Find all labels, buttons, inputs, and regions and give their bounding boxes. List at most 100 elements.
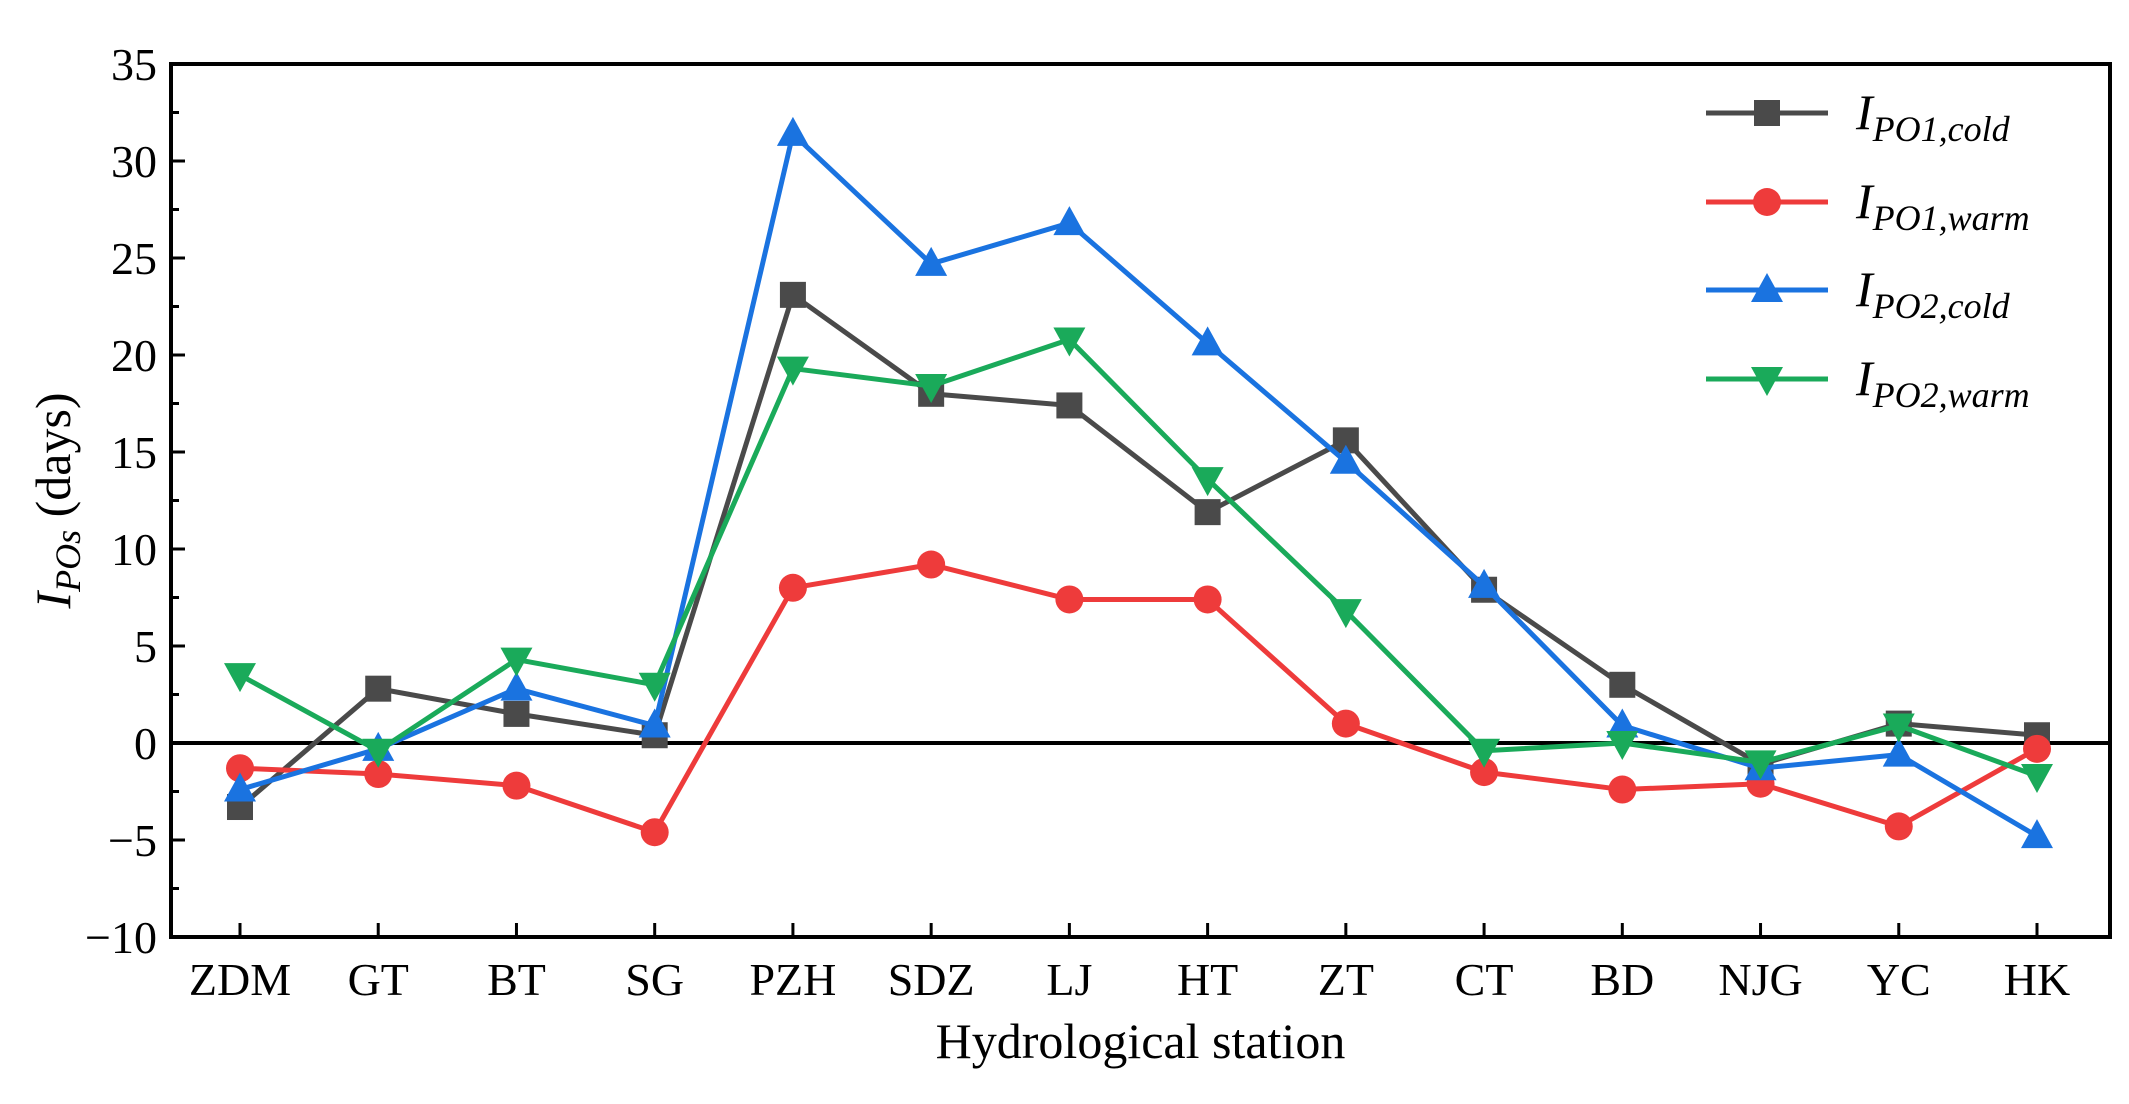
data-point-2-lj xyxy=(1053,206,1086,236)
legend-item-0: IPO1,cold xyxy=(1706,84,2011,149)
x-tick-label-zt: ZT xyxy=(1318,954,1374,1005)
series-1 xyxy=(226,550,2051,847)
y-tick-label: 10 xyxy=(111,524,157,575)
legend-label: IPO1,cold xyxy=(1855,84,2011,149)
series-line-2 xyxy=(239,131,2039,839)
data-point-0-bd xyxy=(1609,671,1636,698)
data-point-1-ht xyxy=(1193,585,1222,614)
y-axis-title: IPOs (days) xyxy=(25,392,88,609)
data-point-1-ct xyxy=(1470,758,1499,787)
data-point-1-sdz xyxy=(917,550,946,579)
data-point-1-bt xyxy=(502,771,531,800)
data-point-2-yc xyxy=(1882,737,1915,767)
data-point-0-bt xyxy=(503,700,530,727)
data-point-0-pzh xyxy=(779,281,806,308)
data-point-2-bd xyxy=(1606,708,1639,738)
y-axis: −10 −5 0 5 10 15 20 25 30 35 xyxy=(85,39,185,963)
legend-marker xyxy=(1753,188,1781,216)
y-tick-label: 25 xyxy=(111,233,157,284)
data-point-2-ht xyxy=(1191,326,1224,356)
data-point-3-hk xyxy=(2021,763,2053,793)
data-point-0-gt xyxy=(365,675,392,702)
y-tick-label: 30 xyxy=(111,136,157,187)
series-2 xyxy=(224,116,2053,849)
x-tick-label-ct: CT xyxy=(1455,954,1514,1005)
data-point-2-sg xyxy=(638,708,671,738)
plot-frame xyxy=(169,62,2112,939)
legend-marker xyxy=(1751,367,1783,396)
series-3 xyxy=(224,327,2053,793)
legend-marker xyxy=(1754,100,1780,126)
data-point-0-ht xyxy=(1194,499,1221,526)
data-point-1-lj xyxy=(1055,585,1084,614)
data-point-2-zdm xyxy=(224,772,256,802)
x-tick-label-gt: GT xyxy=(348,954,409,1005)
y-axis-title-sub: POs xyxy=(48,530,88,593)
y-tick-label: 0 xyxy=(134,718,157,769)
x-tick-label-sdz: SDZ xyxy=(888,954,975,1005)
data-point-3-pzh xyxy=(776,356,809,386)
legend-item-3: IPO2,warm xyxy=(1706,350,2030,415)
x-tick-label-yc: YC xyxy=(1867,954,1931,1005)
legend-item-1: IPO1,warm xyxy=(1706,173,2030,238)
x-axis-title: Hydrological station xyxy=(936,1013,1346,1069)
series-line-0 xyxy=(238,292,2038,809)
x-tick-label-pzh: PZH xyxy=(749,954,836,1005)
data-point-3-sdz xyxy=(915,374,948,404)
data-point-3-lj xyxy=(1053,327,1086,357)
x-tick-label-bd: BD xyxy=(1590,954,1654,1005)
y-tick-label: 20 xyxy=(111,330,157,381)
x-tick-label-hk: HK xyxy=(2004,954,2070,1005)
legend-marker xyxy=(1751,273,1783,302)
y-tick-label: 5 xyxy=(134,621,157,672)
x-axis: ZDM GT BT SG PZH SDZ LJ HT ZT CT BD NJG YC HK xyxy=(189,923,2070,1005)
x-tick-label-ht: HT xyxy=(1177,954,1238,1005)
data-point-2-sdz xyxy=(915,246,948,276)
data-point-1-hk xyxy=(2023,734,2051,763)
series-0 xyxy=(227,281,2050,821)
legend-label: IPO1,warm xyxy=(1855,173,2030,238)
data-point-3-yc xyxy=(1882,713,1915,743)
series-line-1 xyxy=(239,562,2039,835)
legend-label: IPO2,warm xyxy=(1855,350,2030,415)
data-point-3-zdm xyxy=(224,663,256,693)
y-tick-label: 35 xyxy=(111,39,157,90)
x-tick-label-njg: NJG xyxy=(1718,954,1802,1005)
data-point-3-ht xyxy=(1191,467,1224,497)
data-point-2-bt xyxy=(500,671,533,701)
data-point-1-sg xyxy=(640,818,669,847)
data-point-1-yc xyxy=(1884,812,1913,841)
data-point-3-njg xyxy=(1744,750,1777,780)
data-point-3-bd xyxy=(1606,731,1639,760)
data-point-2-hk xyxy=(2021,819,2053,849)
x-tick-label-bt: BT xyxy=(487,954,546,1005)
x-tick-label-lj: LJ xyxy=(1046,954,1092,1005)
data-point-1-pzh xyxy=(778,573,807,602)
data-point-0-lj xyxy=(1056,392,1083,419)
data-point-1-zt xyxy=(1331,709,1360,738)
data-point-2-ct xyxy=(1468,568,1501,598)
data-point-3-ct xyxy=(1468,738,1501,768)
legend-label: IPO2,cold xyxy=(1855,261,2011,326)
x-tick-label-sg: SG xyxy=(625,954,684,1005)
data-point-3-gt xyxy=(362,738,395,768)
y-tick-label: −10 xyxy=(85,912,157,963)
data-point-1-zdm xyxy=(226,754,254,783)
y-tick-label: −5 xyxy=(108,815,157,866)
y-axis-title-main: I xyxy=(25,590,81,610)
x-tick-label-zdm: ZDM xyxy=(189,954,291,1005)
y-tick-label: 15 xyxy=(111,427,157,478)
data-point-3-sg xyxy=(638,672,671,702)
data-point-1-gt xyxy=(364,760,393,789)
data-point-2-zt xyxy=(1329,444,1362,474)
data-point-3-zt xyxy=(1329,599,1362,629)
series-line-3 xyxy=(238,336,2038,779)
legend: IPO1,cold IPO1,warm IPO2,cold IPO2,warm xyxy=(1706,84,2030,415)
legend-item-2: IPO2,cold xyxy=(1706,261,2011,326)
y-axis-title-unit: (days) xyxy=(25,392,81,529)
data-point-2-pzh xyxy=(776,116,809,146)
series-layer xyxy=(224,116,2053,849)
data-point-1-bd xyxy=(1608,775,1637,804)
data-point-3-bt xyxy=(500,647,533,677)
